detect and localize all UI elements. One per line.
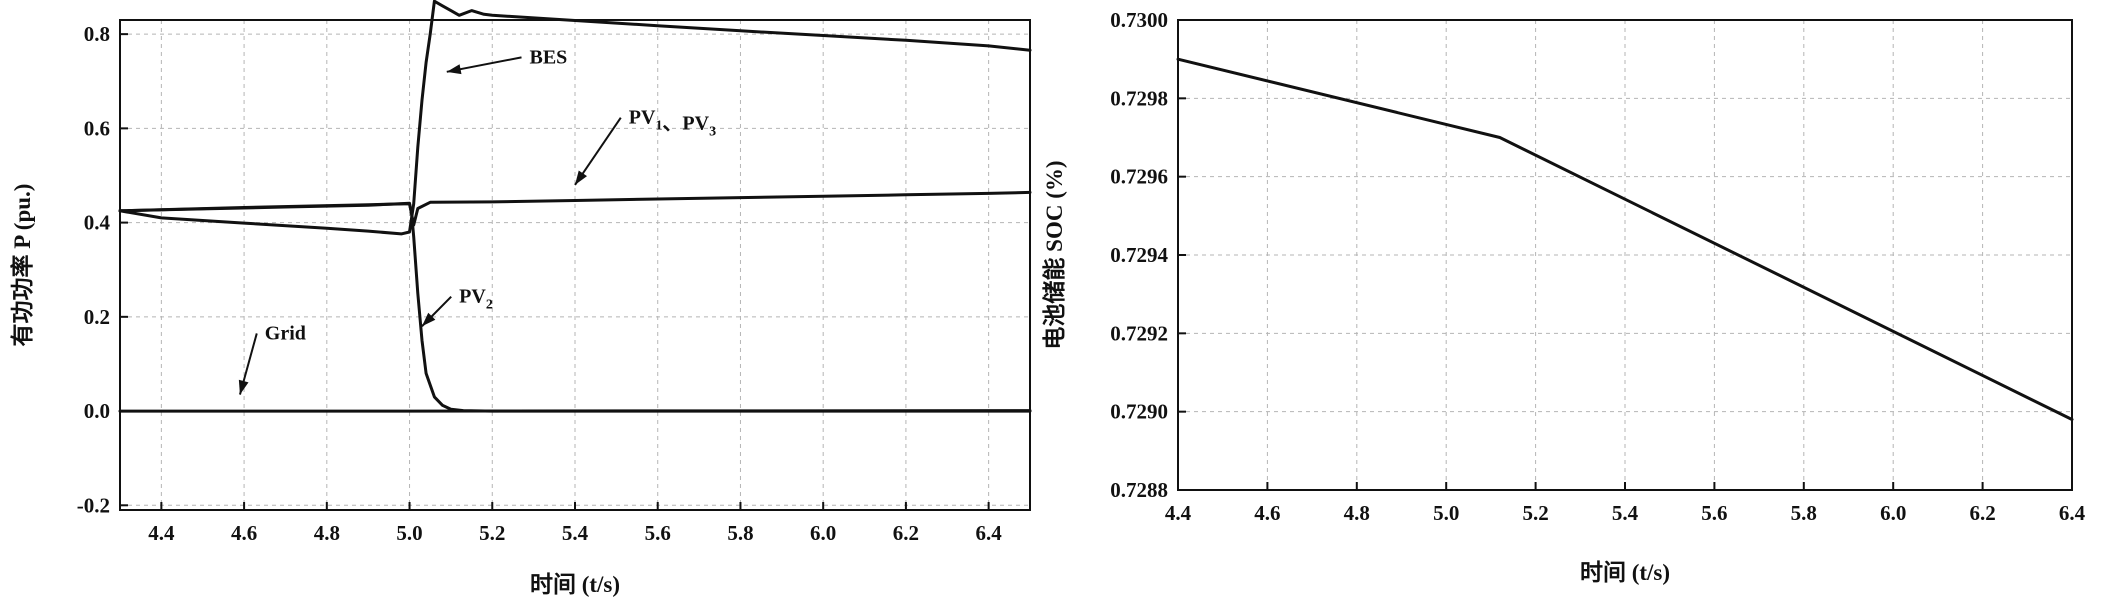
- x-axis-label: 时间 (t/s): [1580, 560, 1670, 585]
- y-axis-label: 电池储能 SOC (%): [1041, 160, 1067, 349]
- x-tick-label: 5.2: [1522, 501, 1548, 525]
- x-tick-label: 6.2: [893, 521, 919, 545]
- x-tick-label: 5.4: [562, 521, 589, 545]
- x-tick-label: 5.6: [645, 521, 671, 545]
- annotation-arrowhead: [575, 170, 588, 185]
- x-tick-label: 4.4: [148, 521, 175, 545]
- x-axis-label: 时间 (t/s): [530, 572, 620, 597]
- y-axis-label: 有功功率 P (pu.): [9, 184, 35, 347]
- x-tick-label: 5.8: [1791, 501, 1817, 525]
- series-line-bes: [118, 0, 1032, 236]
- y-tick-label: 0.7298: [1110, 86, 1168, 110]
- y-tick-label: 0.7290: [1110, 400, 1168, 424]
- y-tick-label: 0.4: [84, 211, 111, 235]
- x-tick-label: 4.8: [314, 521, 340, 545]
- chart-2: 4.4 4.6 4.8 5.0 5.2 5.4 5.6 5.8 6.0 6.2 6.4 0.7288 0…: [1041, 8, 2086, 585]
- y-tick-label: 0.7292: [1110, 321, 1168, 345]
- x-tick-label: 6.2: [1969, 501, 1995, 525]
- x-tick-label: 4.6: [231, 521, 257, 545]
- y-tick-label: 0.7296: [1110, 165, 1168, 189]
- x-tick-label: 5.0: [396, 521, 422, 545]
- annotation-arrowhead: [421, 312, 436, 327]
- annotation-arrowhead: [446, 64, 462, 75]
- annotation-label: BES: [530, 46, 568, 68]
- x-tick-label: 6.0: [1880, 501, 1906, 525]
- series-line-1: [1176, 57, 2074, 421]
- annotation-label: PV2: [459, 286, 493, 313]
- chart-1: 4.4 4.6 4.8 5.0 5.2 5.4 5.6 5.8 6.0 6.2 6.4 -0.2 0.0…: [9, 0, 1032, 597]
- y-tick-label: 0.7300: [1110, 8, 1168, 32]
- x-tick-label: 4.6: [1254, 501, 1280, 525]
- y-tick-label: 0.6: [84, 116, 110, 140]
- x-tick-label: 6.4: [976, 521, 1003, 545]
- annotation-label: Grid: [265, 322, 306, 344]
- y-tick-label: 0.8: [84, 22, 110, 46]
- x-tick-label: 5.8: [727, 521, 753, 545]
- y-tick-label: 0.7288: [1110, 478, 1168, 502]
- y-tick-label: -0.2: [77, 493, 110, 517]
- y-tick-label: 0.7294: [1110, 243, 1168, 267]
- x-tick-label: 5.4: [1612, 501, 1639, 525]
- annotation-arrowhead: [238, 379, 249, 395]
- y-tick-label: 0.0: [84, 399, 110, 423]
- x-tick-label: 5.0: [1433, 501, 1459, 525]
- x-tick-label: 5.6: [1701, 501, 1727, 525]
- x-tick-label: 6.4: [2059, 501, 2086, 525]
- x-tick-label: 4.8: [1344, 501, 1370, 525]
- series-line-grid: [118, 409, 1032, 413]
- x-tick-label: 6.0: [810, 521, 836, 545]
- y-tick-label: 0.2: [84, 305, 110, 329]
- x-tick-label: 4.4: [1165, 501, 1192, 525]
- annotation-label: PV1、PV3: [629, 107, 716, 140]
- x-tick-label: 5.2: [479, 521, 505, 545]
